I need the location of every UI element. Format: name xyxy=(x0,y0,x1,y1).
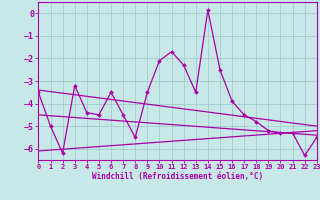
X-axis label: Windchill (Refroidissement éolien,°C): Windchill (Refroidissement éolien,°C) xyxy=(92,172,263,181)
